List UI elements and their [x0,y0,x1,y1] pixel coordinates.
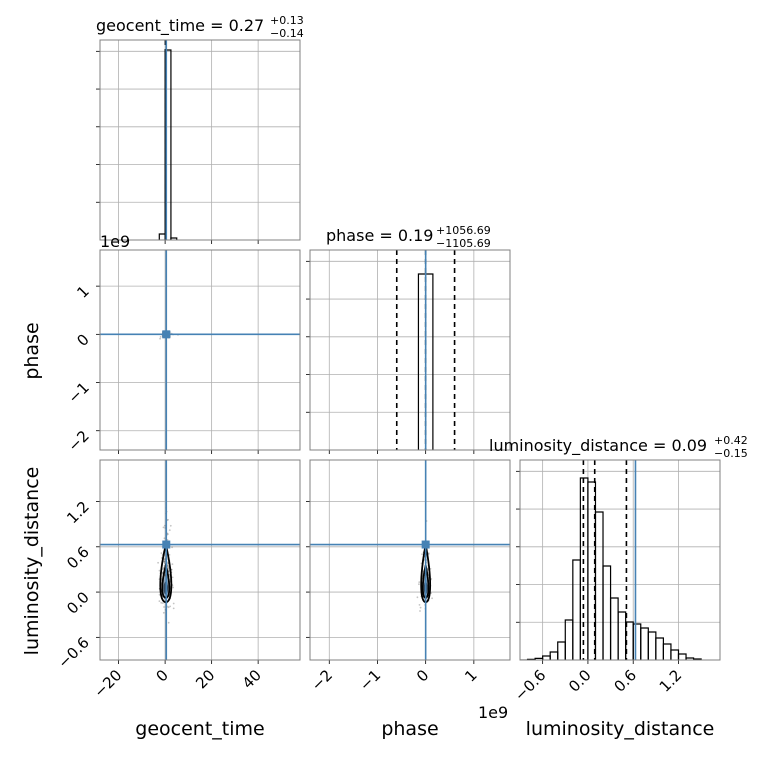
panel-frame [99,249,301,451]
panel-frame [99,39,301,241]
panel-geocent-time-histogram [96,39,301,244]
scatter-point [172,602,175,605]
scatter-point [171,546,174,549]
scatter-point [163,537,166,540]
scatter-point [167,621,170,624]
scatter-point [157,561,160,564]
panel-frame [309,249,511,451]
truth-marker [162,540,171,549]
scatter-point [416,596,419,599]
panel-luminosity-distance-histogram [516,459,721,664]
panel-luminosity-distance-vs-geocent-time [96,459,301,664]
title-phase-plus: +1056.69 [436,224,491,237]
scatter-point [163,561,166,563]
title-phase-minus: −1105.69 [436,237,491,250]
scatter-point [418,604,421,606]
scatter-point [158,569,161,572]
histogram-bars [395,250,456,450]
scatter-point [168,529,171,531]
scatter-point [419,610,421,612]
scatter-point [169,605,172,608]
scatter-point [167,562,169,565]
scatter-point [162,611,165,614]
scatter-point [160,601,163,604]
y-axis-label-phase: phase [21,322,43,379]
panel-frame [309,459,511,661]
scatter-point [159,336,162,338]
scatter-point [160,552,163,554]
scatter-point [169,524,172,527]
scatter-point [162,526,165,529]
scatter-point [419,606,422,609]
histogram-bar [164,49,172,240]
scatter-point [427,552,430,555]
scatter-point [163,524,166,527]
scatter-point [159,337,162,340]
scatter-point [421,553,423,556]
scatter-point [171,576,174,579]
title-phase: phase = 0.19 [326,226,433,245]
scatter-point [172,586,175,589]
x-axis-label-geocent-time: geocent_time [135,718,264,740]
panel-luminosity-distance-vs-phase [306,459,511,664]
scatter-point [172,607,175,610]
phase-y-offset-text: 1e9 [100,232,130,251]
title-geocent-time-minus: −0.14 [270,27,304,40]
histogram-bars [520,460,702,660]
panel-phase-histogram [306,249,511,454]
scatter-point [167,565,169,568]
scatter-point [163,560,166,563]
scatter-point [171,563,174,565]
panel-phase-vs-geocent-time [96,249,301,454]
scatter-layer [100,250,300,450]
y-axis-label-luminosity-distance: luminosity_distance [21,467,43,656]
scatter-point [167,606,170,609]
scatter-point [161,602,164,604]
truth-marker [162,330,171,339]
title-luminosity-distance-plus: +0.42 [714,434,748,447]
scatter-point [158,600,161,602]
x-axis-label-luminosity-distance: luminosity_distance [526,718,715,740]
scatter-layer [310,460,510,660]
scatter-point [166,605,169,608]
scatter-point [167,533,169,535]
truth-marker [421,540,430,549]
x-axis-label-phase: phase [381,718,438,740]
scatter-point [168,554,171,556]
scatter-point [163,606,165,608]
scatter-point [161,571,164,574]
phase-x-offset-text: 1e9 [478,703,508,722]
title-luminosity-distance: luminosity_distance = 0.09 [489,436,707,456]
scatter-point [418,581,421,583]
title-geocent-time-plus: +0.13 [270,14,304,27]
scatter-point [167,518,169,521]
panel-frame [99,459,301,661]
histogram-bars [158,40,178,240]
scatter-point [163,558,166,561]
scatter-point [418,583,420,586]
scatter-point [431,597,433,600]
panel-frame [519,459,721,661]
title-luminosity-distance-minus: −0.15 [714,447,748,460]
histogram-bar [677,653,687,660]
scatter-point [163,560,166,562]
scatter-layer [100,460,300,660]
histogram-bar [170,237,178,240]
scatter-point [167,565,169,567]
title-geocent-time: geocent_time = 0.27 [96,16,264,36]
scatter-point [162,568,164,570]
